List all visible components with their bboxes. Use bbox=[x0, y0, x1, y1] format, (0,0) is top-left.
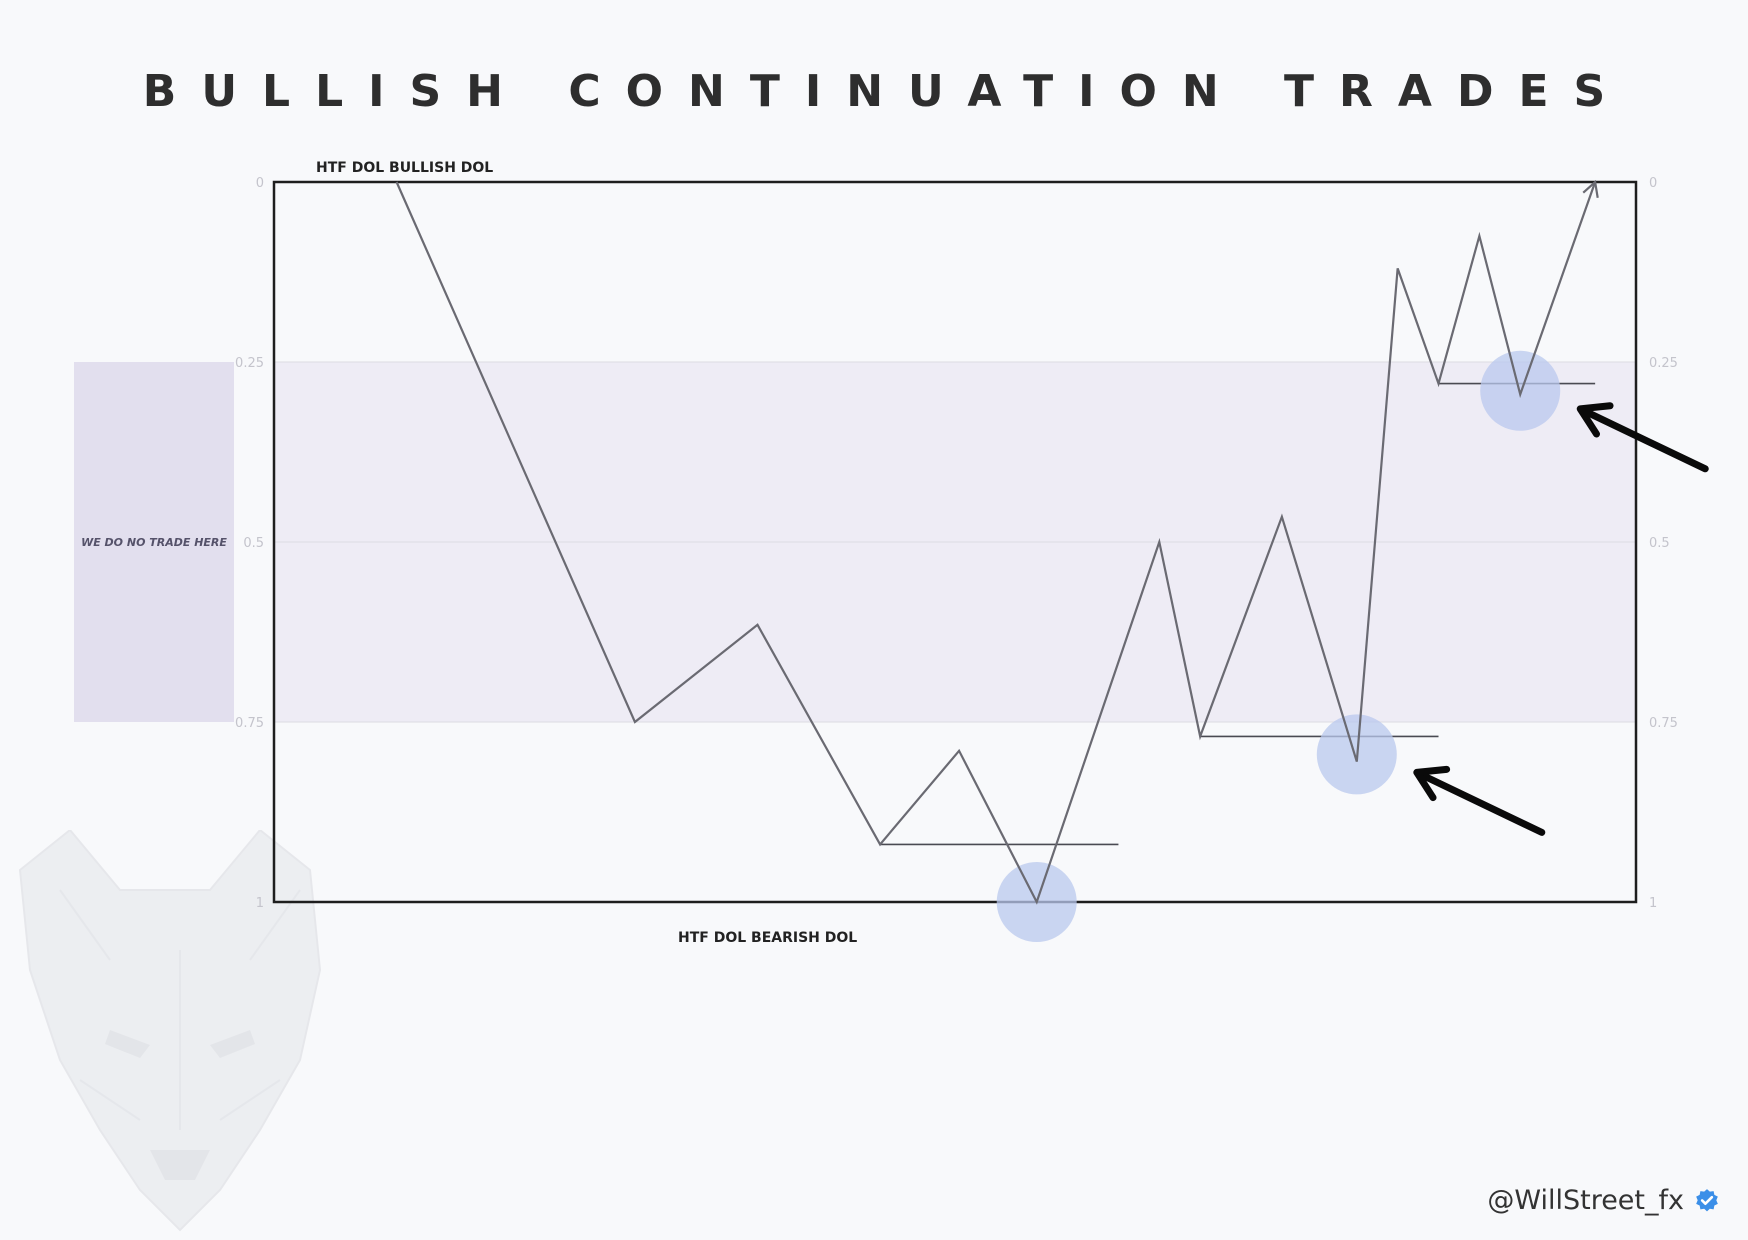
arrow-pointer-head bbox=[1413, 765, 1451, 802]
page-title: BULLISH CONTINUATION TRADES bbox=[142, 66, 1631, 117]
arrow-pointer-icon bbox=[1584, 409, 1709, 473]
y-tick-label-right: 0.5 bbox=[1649, 536, 1670, 551]
no-trade-zone-box: WE DO NO TRADE HERE bbox=[74, 362, 234, 722]
chart-frame bbox=[272, 180, 1638, 904]
wolf-watermark-icon bbox=[18, 830, 322, 1232]
y-tick-label-right: 0.75 bbox=[1649, 716, 1678, 731]
y-tick-label-left: 1 bbox=[256, 896, 264, 911]
author-handle: @WillStreet_fx bbox=[1487, 1185, 1720, 1216]
y-tick-label-right: 1 bbox=[1649, 896, 1657, 911]
y-tick-label-right: 0.25 bbox=[1649, 356, 1678, 371]
no-trade-label: WE DO NO TRADE HERE bbox=[81, 535, 227, 549]
verified-badge-icon bbox=[1696, 1188, 1718, 1211]
price-path-line bbox=[395, 181, 1597, 905]
y-tick-label-left: 0 bbox=[256, 176, 264, 191]
bottom-dol-label: HTF DOL BEARISH DOL bbox=[678, 930, 858, 946]
arrow-pointer-icon bbox=[1421, 772, 1546, 836]
arrow-pointer-head bbox=[1576, 402, 1614, 438]
y-tick-label-right: 0 bbox=[1649, 176, 1657, 191]
y-tick-label-left: 0.75 bbox=[235, 716, 264, 731]
y-tick-label-left: 0.5 bbox=[243, 536, 264, 551]
top-dol-label: HTF DOL BULLISH DOL bbox=[316, 160, 494, 176]
price-path-arrowhead bbox=[1582, 179, 1599, 198]
handle-text: @WillStreet_fx bbox=[1487, 1185, 1684, 1216]
y-tick-label-left: 0.25 bbox=[235, 356, 264, 371]
